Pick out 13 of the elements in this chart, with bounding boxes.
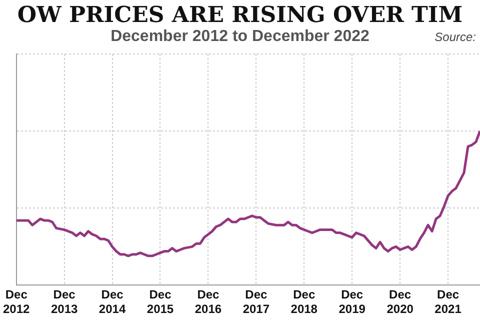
x-tick-label: Dec 2018 — [290, 288, 318, 316]
x-tick-label: Dec 2019 — [338, 288, 366, 316]
x-tick-label: Dec 2017 — [242, 288, 270, 316]
x-tick-label: Dec 2014 — [98, 288, 126, 316]
chart-title: OW PRICES ARE RISING OVER TIM — [16, 2, 464, 28]
x-tick-label: Dec 2015 — [146, 288, 174, 316]
x-tick-label: Dec 2020 — [386, 288, 414, 316]
x-tick-label: Dec 2016 — [194, 288, 222, 316]
x-tick-label: Dec 2013 — [50, 288, 78, 316]
source-note: Source: — [434, 30, 476, 44]
chart-subtitle: December 2012 to December 2022 — [110, 28, 370, 45]
x-tick-label: Dec 2012 — [2, 288, 30, 316]
x-tick-label: Dec 2021 — [434, 288, 462, 316]
